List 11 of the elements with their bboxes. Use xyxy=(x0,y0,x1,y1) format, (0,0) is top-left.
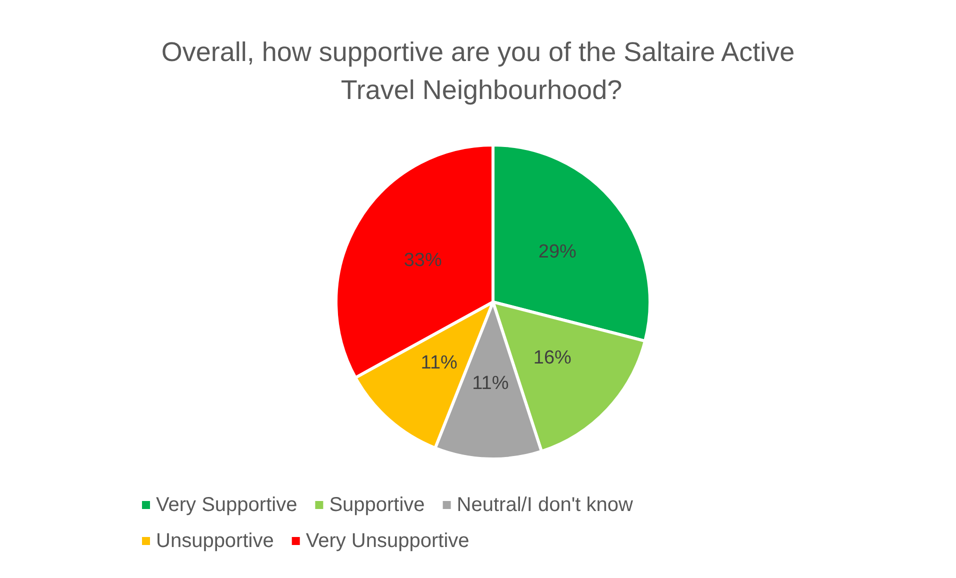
data-label: 33% xyxy=(404,250,442,272)
chart-title: Overall, how supportive are you of the Saltaire Active Travel Neighbourhood? xyxy=(161,37,795,105)
legend-label: Very Supportive xyxy=(156,494,298,516)
legend-label: Unsupportive xyxy=(156,530,274,552)
data-label: 16% xyxy=(533,347,572,368)
data-label: 11% xyxy=(420,352,458,374)
legend-label: Very Unsupportive xyxy=(306,530,470,552)
legend-label: Neutral/I don't know xyxy=(456,494,634,516)
data-label: 29% xyxy=(538,242,577,263)
legend-label: Supportive xyxy=(329,494,425,516)
data-label: 11% xyxy=(472,372,509,394)
